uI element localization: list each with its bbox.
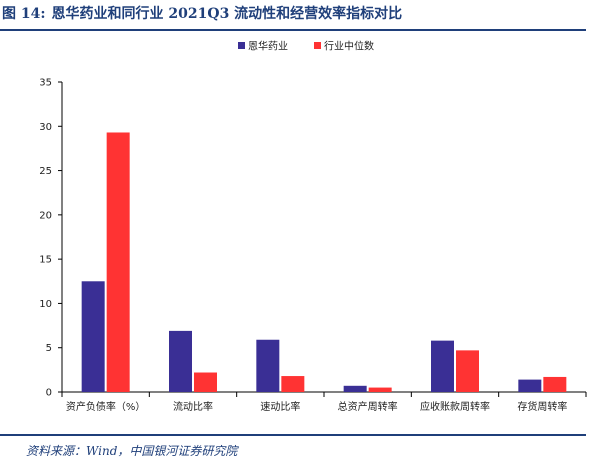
y-tick-label: 20 <box>39 210 52 221</box>
bar-series-2 <box>106 132 130 392</box>
y-tick-label: 35 <box>39 78 52 89</box>
y-tick-label: 5 <box>46 343 52 354</box>
bar-series-2 <box>194 372 217 392</box>
legend: 恩华药业 行业中位数 <box>238 40 374 53</box>
footer-divider <box>0 434 586 436</box>
bar-series-1 <box>343 385 367 392</box>
source-note: 资料来源：Wind，中国银河证券研究院 <box>26 444 238 458</box>
axes: 0 5 10 15 20 25 30 35 资产负债率（%） 流动比率 速动比率 总资产周转率 应收账款… <box>39 78 587 413</box>
y-tick-label: 10 <box>39 299 52 310</box>
x-tick-label: 总资产周转率 <box>338 400 398 413</box>
y-tick-label: 30 <box>39 122 52 133</box>
legend-label: 恩华药业 <box>248 40 288 53</box>
x-tick-label: 应收账款周转率 <box>420 400 490 413</box>
legend-label: 行业中位数 <box>324 40 374 53</box>
title-divider <box>0 29 586 31</box>
bar-series-1 <box>431 340 454 392</box>
chart-title-block: 图 14: 恩华药业和同行业 2021Q3 流动性和经营效率指标对比 <box>2 3 402 23</box>
y-tick-label: 15 <box>39 255 52 266</box>
bar-series-2 <box>456 350 479 392</box>
x-tick-label: 存货周转率 <box>517 400 567 413</box>
y-tick-label: 25 <box>39 166 52 177</box>
bar-series-1 <box>169 330 192 392</box>
bar-series-2 <box>368 387 392 392</box>
legend-swatch <box>238 42 245 49</box>
bar-series-1 <box>256 339 280 392</box>
chart-title: 恩华药业和同行业 2021Q3 流动性和经营效率指标对比 <box>51 6 403 22</box>
bar-series-1 <box>81 281 105 392</box>
y-tick-label: 0 <box>46 388 52 399</box>
bar-series-2 <box>281 376 305 392</box>
x-tick-label: 资产负债率（%） <box>66 400 146 413</box>
figure-number: 图 14: <box>2 6 46 22</box>
bar-series-2 <box>543 376 567 392</box>
x-tick-label: 流动比率 <box>173 400 213 413</box>
x-tick-label: 速动比率 <box>260 400 300 413</box>
legend-swatch <box>314 42 321 49</box>
bars <box>81 132 567 392</box>
bar-series-1 <box>518 379 542 392</box>
